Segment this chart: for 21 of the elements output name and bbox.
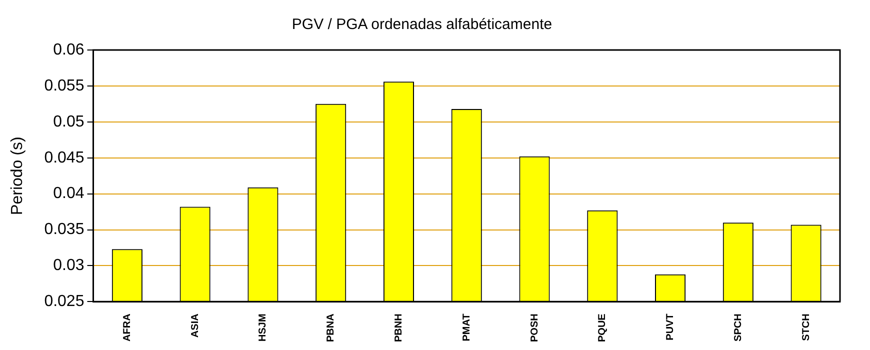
y-tick-label: 0.06 bbox=[53, 41, 84, 58]
x-tick-label: ASIA bbox=[190, 314, 201, 338]
x-tick-label: PBNH bbox=[393, 314, 404, 342]
x-tick-label: SPCH bbox=[732, 314, 744, 342]
x-tick-label: PUVT bbox=[665, 314, 676, 340]
y-tick-label: 0.045 bbox=[44, 149, 84, 166]
x-tick-label: AFRA bbox=[122, 314, 133, 342]
x-tick-label: POSH bbox=[529, 314, 540, 342]
y-tick-label: 0.04 bbox=[53, 185, 84, 202]
y-tick-label: 0.055 bbox=[44, 77, 84, 94]
y-tick-label: 0.035 bbox=[44, 221, 84, 238]
chart-title: PGV / PGA ordenadas alfabéticamente bbox=[292, 16, 552, 34]
x-tick-label: PMAT bbox=[461, 314, 472, 342]
y-tick-label: 0.03 bbox=[53, 257, 84, 274]
y-tick-label: 0.05 bbox=[53, 113, 84, 130]
x-tick-label: STCH bbox=[800, 314, 812, 341]
x-tick-label: PQUE bbox=[597, 313, 608, 342]
x-tick-label: HSJM bbox=[258, 314, 269, 342]
y-axis-title: Periodo (s) bbox=[9, 136, 26, 215]
y-tick-label: 0.025 bbox=[44, 293, 84, 310]
x-tick-label: PBNA bbox=[326, 314, 337, 342]
